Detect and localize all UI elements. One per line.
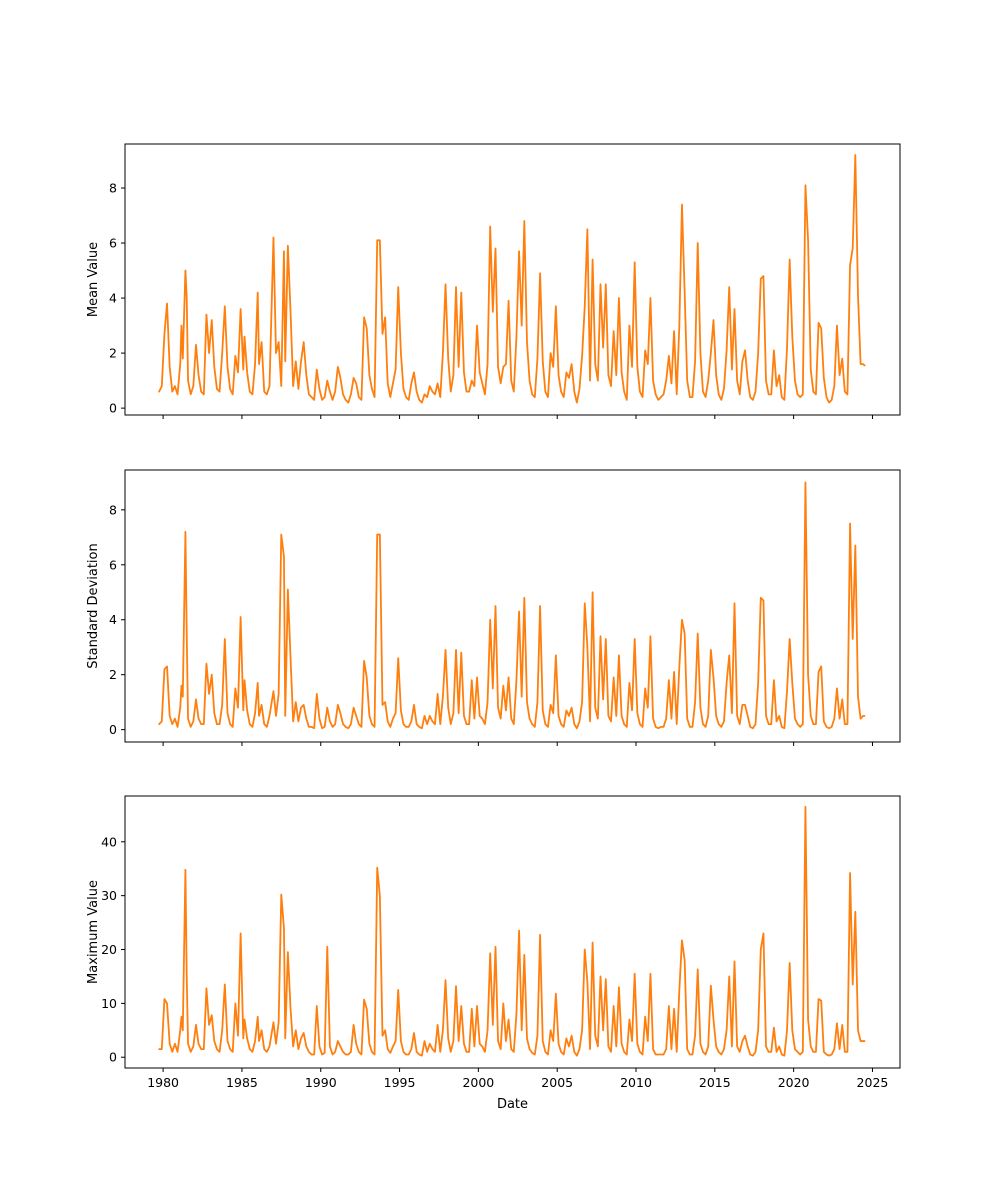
subplot-mean-value: 0 2 4 6 8 Mean Value	[86, 143, 901, 419]
y-tick-label: 0	[109, 1050, 117, 1065]
x-tick-label: 1990	[305, 1075, 337, 1090]
x-tick-label: 1985	[226, 1075, 258, 1090]
x-tick-label: 2000	[462, 1075, 494, 1090]
y-tick-label: 8	[109, 502, 117, 517]
axes-frame	[124, 795, 901, 1069]
series-line-mean-value	[158, 154, 866, 404]
y-tick-label: 8	[109, 181, 117, 196]
x-tick-label: 1995	[384, 1075, 416, 1090]
y-tick-label: 6	[109, 236, 117, 251]
y-tick-label: 4	[109, 291, 117, 306]
y-tick-label: 10	[101, 996, 117, 1011]
x-tick-label: 2015	[699, 1075, 731, 1090]
x-tick-label: 1980	[147, 1075, 179, 1090]
series-line-standard-deviation	[158, 481, 866, 730]
y-tick-label: 0	[109, 401, 117, 416]
x-tick-label: 2005	[541, 1075, 573, 1090]
y-tick-label: 2	[109, 667, 117, 682]
y-axis-label: Standard Deviation	[86, 543, 101, 668]
y-axis-label: Maximum Value	[86, 880, 101, 984]
y-tick-label: 6	[109, 557, 117, 572]
axes-frame	[124, 143, 901, 416]
subplot-standard-deviation: 0 2 4 6 8 Standard Deviation	[86, 469, 901, 746]
x-tick-label: 2010	[620, 1075, 652, 1090]
y-tick-label: 20	[101, 942, 117, 957]
x-tick-label: 2020	[778, 1075, 810, 1090]
x-tick-label: 2025	[857, 1075, 889, 1090]
y-tick-label: 30	[101, 888, 117, 903]
y-axis-label: Mean Value	[86, 242, 101, 317]
axes-frame	[124, 469, 901, 743]
y-tick-label: 0	[109, 722, 117, 737]
y-tick-label: 4	[109, 612, 117, 627]
series-line-maximum-value	[158, 805, 866, 1057]
subplots: 0 2 4 6 8 Mean Value 0 2 4 6 8 Standard Deviation 0 1…	[86, 143, 901, 1090]
x-axis-label: Date	[497, 1097, 528, 1112]
y-tick-label: 2	[109, 346, 117, 361]
y-tick-label: 40	[101, 834, 117, 849]
subplot-maximum-value: 0 10 20 30 40 Maximum Value 1980 1985 1990 1995 20…	[86, 795, 901, 1090]
